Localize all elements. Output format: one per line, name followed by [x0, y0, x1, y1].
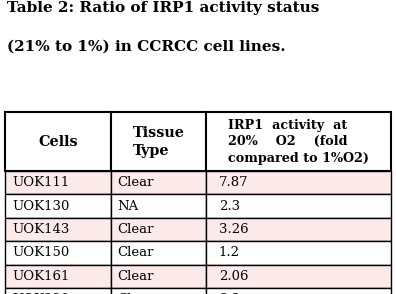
Bar [206, 112, 391, 171]
Bar [111, 288, 206, 294]
Bar [111, 265, 206, 288]
Bar [206, 241, 391, 265]
Text: IRP1  activity  at
20%    O2    (fold
compared to 1%O2): IRP1 activity at 20% O2 (fold compared t… [228, 119, 369, 165]
Text: 1.2: 1.2 [219, 246, 240, 259]
Bar [5, 195, 111, 218]
Text: Clear: Clear [118, 270, 154, 283]
Text: Cells: Cells [38, 135, 78, 149]
Bar [111, 195, 206, 218]
Bar [5, 241, 111, 265]
Bar [206, 288, 391, 294]
Text: 2.2: 2.2 [219, 293, 240, 294]
Text: UOK220: UOK220 [12, 293, 69, 294]
Text: (21% to 1%) in CCRCC cell lines.: (21% to 1%) in CCRCC cell lines. [7, 40, 286, 54]
Text: UOK150: UOK150 [12, 246, 69, 259]
Text: Table 2: Ratio of IRP1 activity status: Table 2: Ratio of IRP1 activity status [7, 1, 320, 16]
Text: UOK161: UOK161 [12, 270, 70, 283]
Bar [206, 195, 391, 218]
Bar [206, 265, 391, 288]
Text: 3.26: 3.26 [219, 223, 248, 236]
Text: Clear: Clear [118, 246, 154, 259]
Text: UOK111: UOK111 [12, 176, 69, 189]
Bar [111, 241, 206, 265]
Text: Tissue
Type: Tissue Type [132, 126, 185, 158]
Bar [206, 218, 391, 241]
Text: NA: NA [118, 200, 139, 213]
Bar [5, 218, 111, 241]
Text: UOK130: UOK130 [12, 200, 70, 213]
Text: 2.3: 2.3 [219, 200, 240, 213]
Text: 2.06: 2.06 [219, 270, 248, 283]
Text: 7.87: 7.87 [219, 176, 248, 189]
Text: Clear: Clear [118, 293, 154, 294]
Bar [5, 171, 111, 195]
Bar [5, 112, 111, 171]
Bar [111, 218, 206, 241]
Bar [5, 265, 111, 288]
Text: UOK143: UOK143 [12, 223, 70, 236]
Bar [206, 171, 391, 195]
Bar [111, 112, 206, 171]
Text: Clear: Clear [118, 176, 154, 189]
Bar [5, 288, 111, 294]
Text: Clear: Clear [118, 223, 154, 236]
Bar [111, 171, 206, 195]
